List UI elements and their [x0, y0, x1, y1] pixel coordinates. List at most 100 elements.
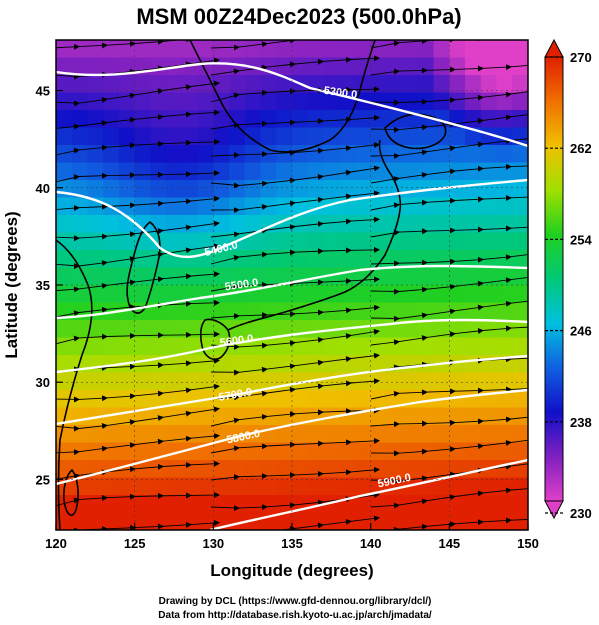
field-cell	[56, 57, 73, 76]
field-cell	[512, 197, 528, 216]
field-cell	[480, 40, 498, 59]
field-cell	[71, 512, 89, 530]
field-cell	[402, 57, 419, 76]
field-cell	[276, 372, 293, 391]
field-cell	[244, 162, 262, 181]
field-cell	[496, 337, 513, 356]
field-cell	[292, 162, 309, 181]
colorbar-bottom-triangle	[544, 500, 564, 520]
field-cell	[307, 477, 325, 496]
colorbar-tick-label: 262	[570, 141, 592, 156]
field-cell	[276, 57, 293, 76]
field-cell	[56, 285, 73, 304]
field-cell	[244, 92, 262, 111]
field-cell	[496, 40, 513, 59]
streamline	[56, 491, 220, 507]
streamline	[391, 516, 528, 530]
field-cell	[512, 92, 528, 111]
field-cell	[417, 337, 435, 356]
field-cell	[150, 197, 167, 216]
field-cell	[370, 460, 387, 479]
field-cell	[465, 162, 482, 181]
field-cell	[480, 337, 498, 356]
field-cell	[166, 512, 183, 530]
field-cell	[134, 267, 151, 286]
field-cell	[449, 425, 466, 444]
field-cell	[354, 145, 372, 164]
field-cell	[465, 355, 482, 374]
field-cell	[276, 180, 293, 199]
field-cell	[56, 40, 73, 59]
field-cell	[386, 512, 403, 530]
field-cell	[87, 372, 104, 391]
field-cell	[323, 145, 340, 164]
field-cell	[150, 92, 167, 111]
field-cell	[181, 390, 199, 409]
field-cell	[323, 460, 340, 479]
field-cell	[370, 215, 387, 234]
field-cell	[150, 162, 167, 181]
field-cell	[166, 197, 183, 216]
field-cell	[181, 320, 199, 339]
streamline	[56, 80, 220, 107]
streamline	[56, 243, 220, 270]
field-cell	[134, 355, 151, 374]
streamline	[210, 276, 380, 292]
field-cell	[166, 267, 183, 286]
field-cell	[197, 425, 214, 444]
field-cell	[354, 460, 372, 479]
credit-data: Data from http://database.rish.kyoto-u.a…	[158, 610, 432, 621]
field-cell	[260, 267, 277, 286]
field-cell	[276, 285, 293, 304]
field-cell	[71, 495, 89, 514]
field-cell	[197, 512, 214, 530]
field-cell	[433, 145, 450, 164]
streamline	[56, 195, 220, 212]
height-contours: 5300.05400.05500.05600.05700.05800.05900…	[56, 62, 528, 530]
field-cell	[386, 425, 403, 444]
field-cell	[512, 372, 528, 391]
field-cell	[213, 197, 230, 216]
field-cell	[213, 162, 230, 181]
field-cell	[496, 110, 513, 129]
field-cell	[56, 145, 73, 164]
field-cell	[433, 92, 450, 111]
field-cell	[307, 460, 325, 479]
field-cell	[307, 110, 325, 129]
field-cell	[465, 92, 482, 111]
field-cell	[87, 232, 104, 251]
field-cell	[496, 267, 513, 286]
field-cell	[103, 337, 120, 356]
field-cell	[71, 407, 89, 426]
field-cell	[449, 285, 466, 304]
field-cell	[480, 407, 498, 426]
field-cell	[181, 512, 199, 530]
field-cell	[496, 232, 513, 251]
field-cell	[465, 425, 482, 444]
field-cell	[276, 162, 293, 181]
field-cell	[433, 232, 450, 251]
field-cell	[197, 267, 214, 286]
field-cell	[213, 477, 230, 496]
field-cell	[433, 267, 450, 286]
field-cell	[307, 320, 325, 339]
field-cell	[512, 180, 528, 199]
field-cell	[386, 372, 403, 391]
field-cell	[496, 162, 513, 181]
x-tick-label: 150	[517, 536, 539, 551]
field-cell	[402, 232, 419, 251]
streamline	[56, 170, 220, 183]
streamline	[210, 378, 380, 401]
field-cell	[496, 197, 513, 216]
field-cell	[166, 40, 183, 59]
field-cell	[134, 162, 151, 181]
field-cell	[465, 232, 482, 251]
field-cell	[229, 162, 246, 181]
field-cell	[449, 320, 466, 339]
field-cell	[229, 407, 246, 426]
field-cell	[134, 495, 151, 514]
field-cell	[417, 425, 435, 444]
field-cell	[260, 320, 277, 339]
field-cell	[56, 337, 73, 356]
field-cell	[354, 512, 372, 530]
